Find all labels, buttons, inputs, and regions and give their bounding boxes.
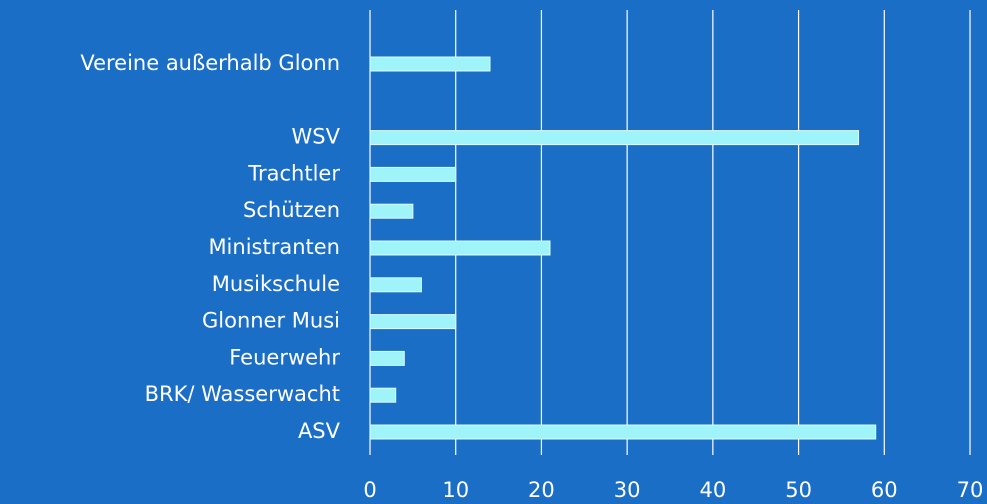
x-tick-label: 70 xyxy=(957,478,984,502)
y-tick-label: Feuerwehr xyxy=(229,345,340,369)
bar xyxy=(369,277,422,293)
y-tick-label: WSV xyxy=(292,125,341,149)
bar xyxy=(369,56,491,72)
y-tick-label: Ministranten xyxy=(208,235,340,259)
y-tick-label: Glonner Musi xyxy=(202,309,340,333)
y-tick-label: Musikschule xyxy=(212,272,340,296)
x-tick-label: 10 xyxy=(442,478,469,502)
x-tick-label: 40 xyxy=(699,478,726,502)
bar xyxy=(369,166,457,182)
x-tick-label: 60 xyxy=(871,478,898,502)
x-tick-label: 50 xyxy=(785,478,812,502)
bar xyxy=(369,350,405,366)
x-tick-label: 0 xyxy=(363,478,376,502)
y-tick-label: Schützen xyxy=(243,198,340,222)
bar xyxy=(369,387,397,403)
y-tick-label: ASV xyxy=(298,419,341,443)
bar xyxy=(369,203,414,219)
y-tick-label: Trachtler xyxy=(247,161,340,185)
bar xyxy=(369,130,860,146)
bar xyxy=(369,314,457,330)
bar xyxy=(369,240,551,256)
bar xyxy=(369,424,877,440)
x-tick-label: 20 xyxy=(528,478,555,502)
y-tick-label: Vereine außerhalb Glonn xyxy=(80,51,340,75)
x-tick-label: 30 xyxy=(614,478,641,502)
y-tick-label: BRK/ Wasserwacht xyxy=(145,382,340,406)
